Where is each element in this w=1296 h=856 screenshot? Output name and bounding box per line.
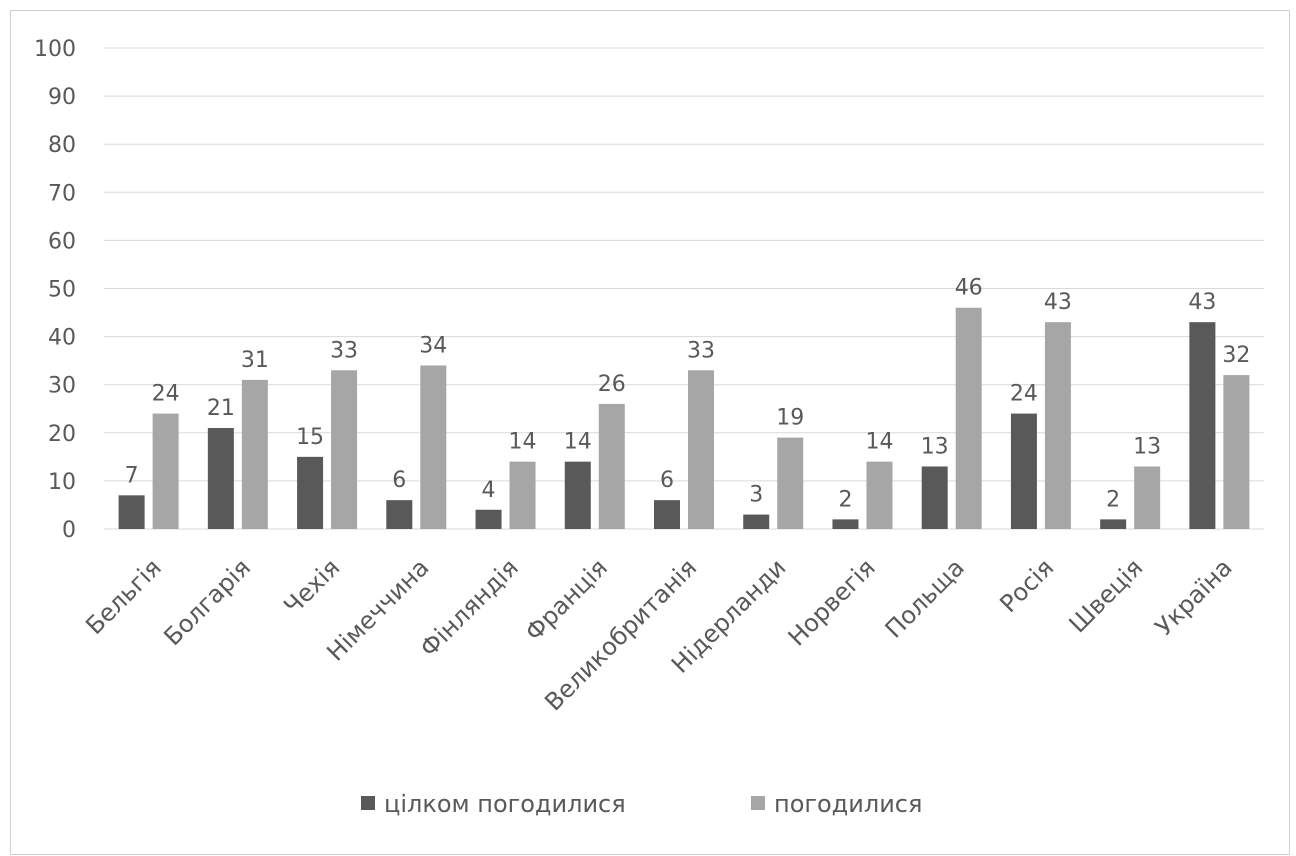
bar-agreed: [1134, 466, 1161, 529]
data-label: 6: [660, 468, 674, 493]
bar-fully-agreed: [1189, 322, 1216, 529]
bars: [118, 307, 1250, 529]
bar-fully-agreed: [832, 519, 859, 529]
data-label: 7: [125, 463, 139, 488]
data-label: 32: [1222, 343, 1250, 368]
data-label: 24: [1010, 382, 1038, 407]
bar-fully-agreed: [386, 500, 413, 529]
data-label: 21: [207, 396, 235, 421]
bar-fully-agreed: [1100, 519, 1127, 529]
data-label: 33: [330, 338, 358, 363]
x-category-label: Норвегія: [783, 553, 881, 651]
bar-agreed: [1223, 375, 1250, 529]
data-label: 13: [921, 434, 949, 459]
y-tick-label: 100: [34, 37, 76, 62]
data-label: 33: [687, 338, 715, 363]
data-label: 24: [152, 382, 180, 407]
bar-fully-agreed: [207, 427, 234, 529]
bar-fully-agreed: [1010, 413, 1037, 529]
y-tick-label: 0: [62, 518, 76, 543]
bar-fully-agreed: [118, 495, 145, 529]
bar-agreed: [509, 461, 536, 529]
data-label: 15: [296, 425, 324, 450]
bar-agreed: [331, 370, 358, 529]
data-label: 13: [1133, 434, 1161, 459]
data-label: 4: [482, 478, 496, 503]
data-label: 43: [1044, 290, 1072, 315]
legend-label: цілком погодилися: [384, 790, 626, 818]
x-category-label: Швеція: [1064, 553, 1149, 638]
data-label: 2: [1106, 487, 1120, 512]
bar-fully-agreed: [297, 456, 324, 529]
y-tick-label: 70: [48, 181, 76, 206]
data-label: 43: [1188, 290, 1216, 315]
y-tick-label: 10: [48, 470, 76, 495]
legend: цілком погодилися погодилися: [361, 790, 922, 818]
x-category-label: Україна: [1150, 553, 1238, 641]
data-label: 14: [865, 430, 893, 455]
data-label: 34: [419, 333, 447, 358]
bar-fully-agreed: [743, 514, 770, 529]
bar-agreed: [688, 370, 714, 529]
y-tick-label: 20: [48, 422, 76, 447]
bar-fully-agreed: [654, 500, 680, 529]
y-tick-label: 30: [48, 374, 76, 399]
bar-agreed: [598, 403, 625, 529]
data-label: 19: [776, 406, 804, 431]
legend-swatch: [361, 796, 375, 810]
bar-agreed: [955, 307, 982, 529]
bar-agreed: [1044, 322, 1071, 529]
x-category-label: Бельгія: [80, 553, 167, 640]
y-tick-label: 50: [48, 278, 76, 303]
gridlines: [104, 47, 1264, 530]
data-label: 14: [564, 430, 592, 455]
bar-agreed: [777, 437, 804, 529]
data-label: 26: [598, 372, 626, 397]
bar-fully-agreed: [921, 466, 948, 529]
y-tick-label: 90: [48, 85, 76, 110]
y-axis-ticks: 0 10 20 30 40 50 60 70 80 90 100: [34, 37, 76, 543]
x-category-label: Франція: [520, 553, 613, 646]
data-label: 2: [838, 487, 852, 512]
data-label: 46: [955, 276, 983, 301]
x-category-label: Польща: [880, 553, 970, 643]
y-tick-label: 40: [48, 326, 76, 351]
x-category-label: Росія: [994, 553, 1059, 618]
chart-frame: 0 10 20 30 40 50 60 70 80 90 100 7 24 21 31 15 33 6 34 4 14…: [10, 10, 1290, 855]
bar-agreed: [866, 461, 893, 529]
data-label: 6: [392, 468, 406, 493]
data-label: 31: [241, 348, 269, 373]
bar-agreed: [241, 379, 268, 529]
x-category-label: Болгарія: [158, 553, 256, 651]
bar-agreed: [152, 413, 179, 529]
legend-label: погодилися: [774, 790, 922, 818]
data-label: 14: [509, 430, 537, 455]
data-label: 3: [749, 483, 763, 508]
bar-fully-agreed: [475, 509, 502, 529]
y-tick-label: 80: [48, 133, 76, 158]
y-tick-label: 60: [48, 229, 76, 254]
x-category-label: Чехія: [278, 553, 345, 620]
x-category-label: Великобританія: [539, 553, 702, 716]
bar-agreed: [420, 365, 447, 529]
legend-swatch: [751, 796, 765, 810]
bar-fully-agreed: [564, 461, 591, 529]
